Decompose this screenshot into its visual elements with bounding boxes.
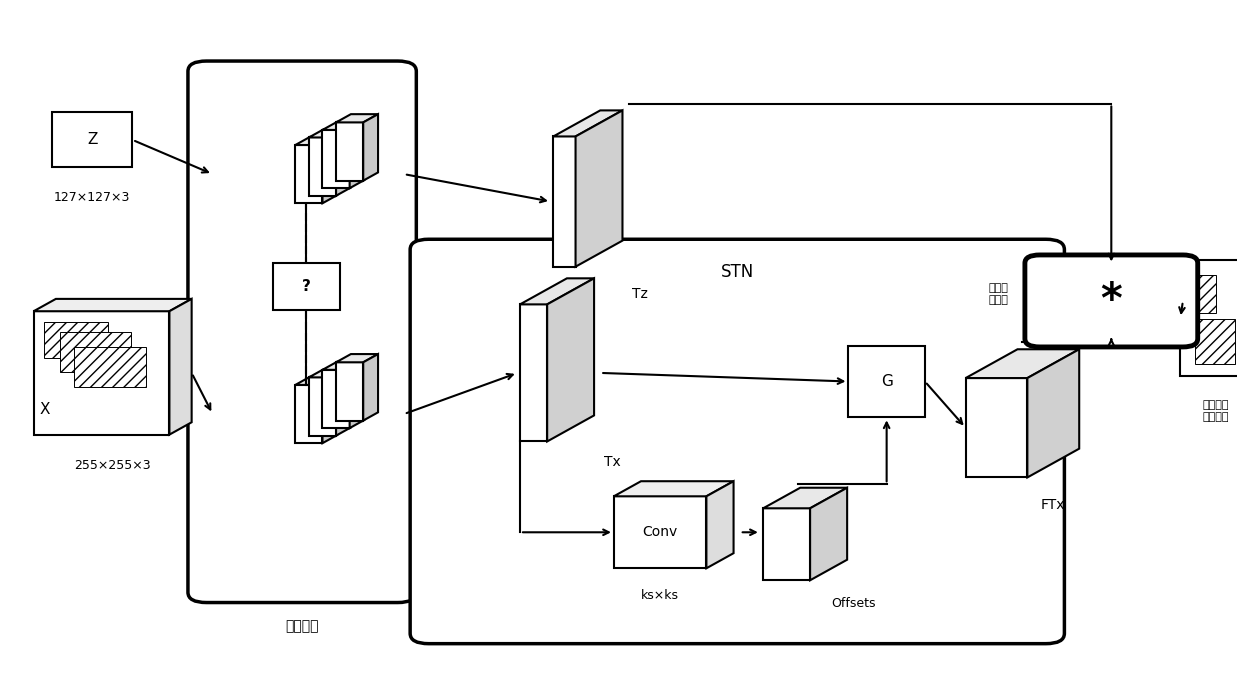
Text: ks×ks: ks×ks: [641, 589, 680, 602]
Polygon shape: [295, 145, 322, 203]
Polygon shape: [295, 385, 322, 443]
Text: 主干网络: 主干网络: [285, 620, 319, 634]
Text: Conv: Conv: [642, 525, 678, 539]
FancyBboxPatch shape: [848, 346, 925, 417]
Text: Tx: Tx: [604, 455, 621, 469]
Polygon shape: [707, 481, 734, 568]
Polygon shape: [966, 378, 1028, 477]
Polygon shape: [966, 349, 1079, 378]
Polygon shape: [553, 111, 622, 136]
Polygon shape: [336, 369, 351, 435]
Polygon shape: [309, 129, 351, 138]
FancyBboxPatch shape: [410, 239, 1064, 644]
Polygon shape: [614, 481, 734, 496]
Polygon shape: [614, 496, 707, 568]
Polygon shape: [350, 122, 365, 188]
Polygon shape: [520, 304, 547, 442]
Polygon shape: [322, 130, 350, 188]
Polygon shape: [322, 377, 337, 443]
FancyBboxPatch shape: [52, 113, 133, 167]
Polygon shape: [309, 138, 336, 196]
Polygon shape: [336, 122, 363, 180]
Text: 255×255×3: 255×255×3: [74, 459, 151, 471]
Bar: [43, 322, 108, 358]
Text: STN: STN: [720, 263, 754, 281]
Polygon shape: [322, 361, 365, 370]
Polygon shape: [363, 114, 378, 180]
Text: X: X: [40, 402, 51, 417]
Text: 第一相似
性得分图: 第一相似 性得分图: [1203, 400, 1230, 422]
Polygon shape: [763, 488, 847, 509]
Text: G: G: [880, 374, 893, 389]
Bar: [1188, 275, 1216, 314]
Polygon shape: [309, 369, 351, 377]
Bar: [1195, 319, 1235, 363]
Polygon shape: [363, 354, 378, 421]
Polygon shape: [350, 361, 365, 428]
Text: Tz: Tz: [632, 287, 649, 301]
Polygon shape: [547, 278, 594, 442]
Polygon shape: [1028, 349, 1079, 477]
Text: 127×127×3: 127×127×3: [55, 191, 130, 205]
Polygon shape: [336, 129, 351, 196]
FancyBboxPatch shape: [188, 61, 417, 603]
Polygon shape: [295, 137, 337, 145]
Text: Z: Z: [87, 133, 98, 147]
Polygon shape: [553, 136, 575, 267]
Polygon shape: [336, 362, 363, 421]
Bar: [60, 332, 131, 372]
Polygon shape: [295, 377, 337, 385]
Polygon shape: [763, 509, 810, 580]
Polygon shape: [810, 488, 847, 580]
Text: ?: ?: [303, 279, 311, 294]
Text: Offsets: Offsets: [831, 598, 875, 610]
Polygon shape: [575, 111, 622, 267]
Polygon shape: [520, 278, 594, 304]
FancyBboxPatch shape: [1180, 260, 1240, 377]
Polygon shape: [33, 311, 170, 435]
Polygon shape: [309, 377, 336, 435]
Polygon shape: [322, 137, 337, 203]
Polygon shape: [322, 122, 365, 130]
FancyBboxPatch shape: [1025, 255, 1198, 347]
Polygon shape: [336, 114, 378, 122]
Text: 相似性
度量层: 相似性 度量层: [990, 283, 1009, 305]
Polygon shape: [336, 354, 378, 362]
FancyBboxPatch shape: [273, 263, 340, 310]
Polygon shape: [322, 370, 350, 428]
Polygon shape: [170, 299, 192, 435]
Bar: [74, 347, 146, 387]
Polygon shape: [33, 299, 192, 311]
Text: *: *: [1100, 280, 1122, 322]
Text: FTx: FTx: [1042, 498, 1065, 512]
